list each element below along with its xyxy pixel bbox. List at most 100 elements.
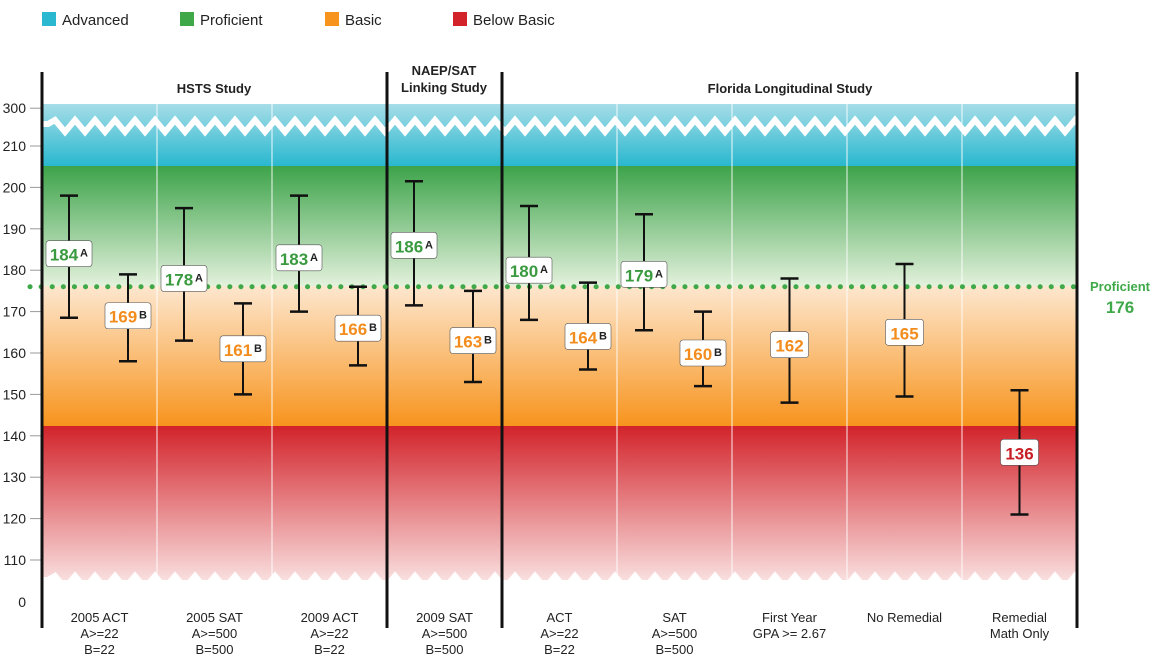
study-headers: HSTS Study NAEP/SAT Linking Study Florida L…: [177, 63, 873, 96]
value-box: [104, 302, 152, 330]
value-box: [160, 265, 208, 292]
x-category-label: A>=22: [310, 626, 348, 641]
error-bar: 161 B: [219, 302, 267, 396]
x-category-label: B=500: [426, 642, 464, 657]
value-box: [334, 314, 382, 342]
value-box: [505, 256, 553, 284]
value-letter: A: [655, 268, 663, 280]
x-category-label: 2005 SAT: [186, 610, 243, 625]
study-label: Linking Study: [401, 80, 488, 95]
error-bar: 160 B: [679, 310, 727, 388]
y-tick-label: 140: [3, 428, 27, 444]
x-category-label: Math Only: [990, 626, 1050, 641]
value-letter: B: [484, 335, 492, 347]
value-box: [620, 261, 668, 288]
gridlines: [30, 107, 42, 561]
y-tick-label: 150: [3, 386, 27, 402]
y-tick-label: 200: [3, 179, 27, 195]
x-category-label: A>=500: [422, 626, 468, 641]
below-basic-band: [42, 426, 1078, 580]
value-letter: B: [254, 343, 262, 355]
value-label: 183: [280, 250, 308, 269]
error-bar: 162: [770, 277, 809, 404]
axis-break-top: [28, 115, 1097, 137]
error-bar: 136: [1000, 389, 1039, 516]
value-box: [390, 232, 438, 259]
value-box: [770, 331, 809, 359]
x-category-label: First Year: [762, 610, 818, 625]
value-letter: A: [195, 272, 203, 284]
reference-line-value: 176: [1106, 298, 1134, 317]
legend-label-2: Basic: [345, 12, 382, 29]
value-letter: B: [139, 310, 147, 322]
value-letter: B: [599, 330, 607, 342]
y-tick-label: 300: [3, 100, 27, 116]
x-category-label: B=500: [656, 642, 694, 657]
study-label: Florida Longitudinal Study: [708, 81, 873, 96]
y-tick-label: 170: [3, 304, 27, 320]
value-letter: B: [369, 322, 377, 334]
y-tick-label: 120: [3, 511, 27, 527]
error-bar: 180 A: [505, 204, 553, 322]
x-category-label: 2005 ACT: [71, 610, 129, 625]
value-box: [275, 244, 323, 272]
legend: Advanced Proficient Basic Below Basic: [42, 12, 555, 29]
value-label: 164: [569, 328, 598, 347]
study-label: HSTS Study: [177, 81, 252, 96]
error-bar: 166 B: [334, 285, 382, 367]
y-tick-label: 130: [3, 469, 27, 485]
error-bar: 165: [885, 262, 924, 398]
value-label: 179: [625, 266, 653, 285]
column-dividers: [156, 72, 963, 628]
value-box: [449, 327, 497, 354]
x-category-label: 2009 SAT: [416, 610, 473, 625]
value-label: 180: [510, 262, 538, 281]
error-bar: 169 B: [104, 273, 152, 363]
study-label: NAEP/SAT: [412, 63, 477, 78]
advanced-band: [42, 104, 1078, 166]
value-box: [679, 339, 727, 367]
legend-swatch-1: [180, 12, 194, 26]
x-category-label: B=22: [84, 642, 115, 657]
value-letter: B: [714, 347, 722, 359]
error-bar: 183 A: [275, 194, 323, 313]
axis-break-bottom: [28, 571, 1097, 593]
x-category-label: A>=500: [192, 626, 238, 641]
legend-swatch-2: [325, 12, 339, 26]
error-bar: 164 B: [564, 281, 612, 371]
x-category-label: No Remedial: [867, 610, 942, 625]
x-category-label: B=22: [314, 642, 345, 657]
value-label: 169: [109, 308, 137, 327]
x-category-label: A>=500: [652, 626, 698, 641]
legend-swatch-0: [42, 12, 56, 26]
value-box: [885, 318, 924, 346]
value-box: [219, 335, 267, 363]
value-label: 186: [395, 237, 423, 256]
value-letter: A: [310, 252, 318, 264]
value-label: 162: [775, 337, 803, 356]
value-label: 136: [1005, 444, 1033, 463]
error-bar: 163 B: [449, 289, 497, 384]
value-label: 166: [339, 320, 367, 339]
x-category-label: SAT: [662, 610, 686, 625]
legend-swatch-3: [453, 12, 467, 26]
y-tick-label: 180: [3, 262, 27, 278]
y-tick-label: 0: [18, 594, 26, 610]
value-label: 184: [50, 246, 79, 265]
axis-breaks: [28, 115, 1097, 593]
y-tick-label: 190: [3, 221, 27, 237]
error-bar: 178 A: [160, 206, 208, 342]
x-category-label: GPA >= 2.67: [753, 626, 826, 641]
value-label: 178: [165, 270, 193, 289]
y-tick-label: 160: [3, 345, 27, 361]
value-label: 160: [684, 345, 712, 364]
basic-band: [42, 286, 1078, 426]
legend-label-3: Below Basic: [473, 12, 555, 29]
value-box: [45, 240, 93, 267]
value-label: 161: [224, 341, 252, 360]
value-box: [564, 323, 612, 350]
x-category-label: ACT: [547, 610, 573, 625]
